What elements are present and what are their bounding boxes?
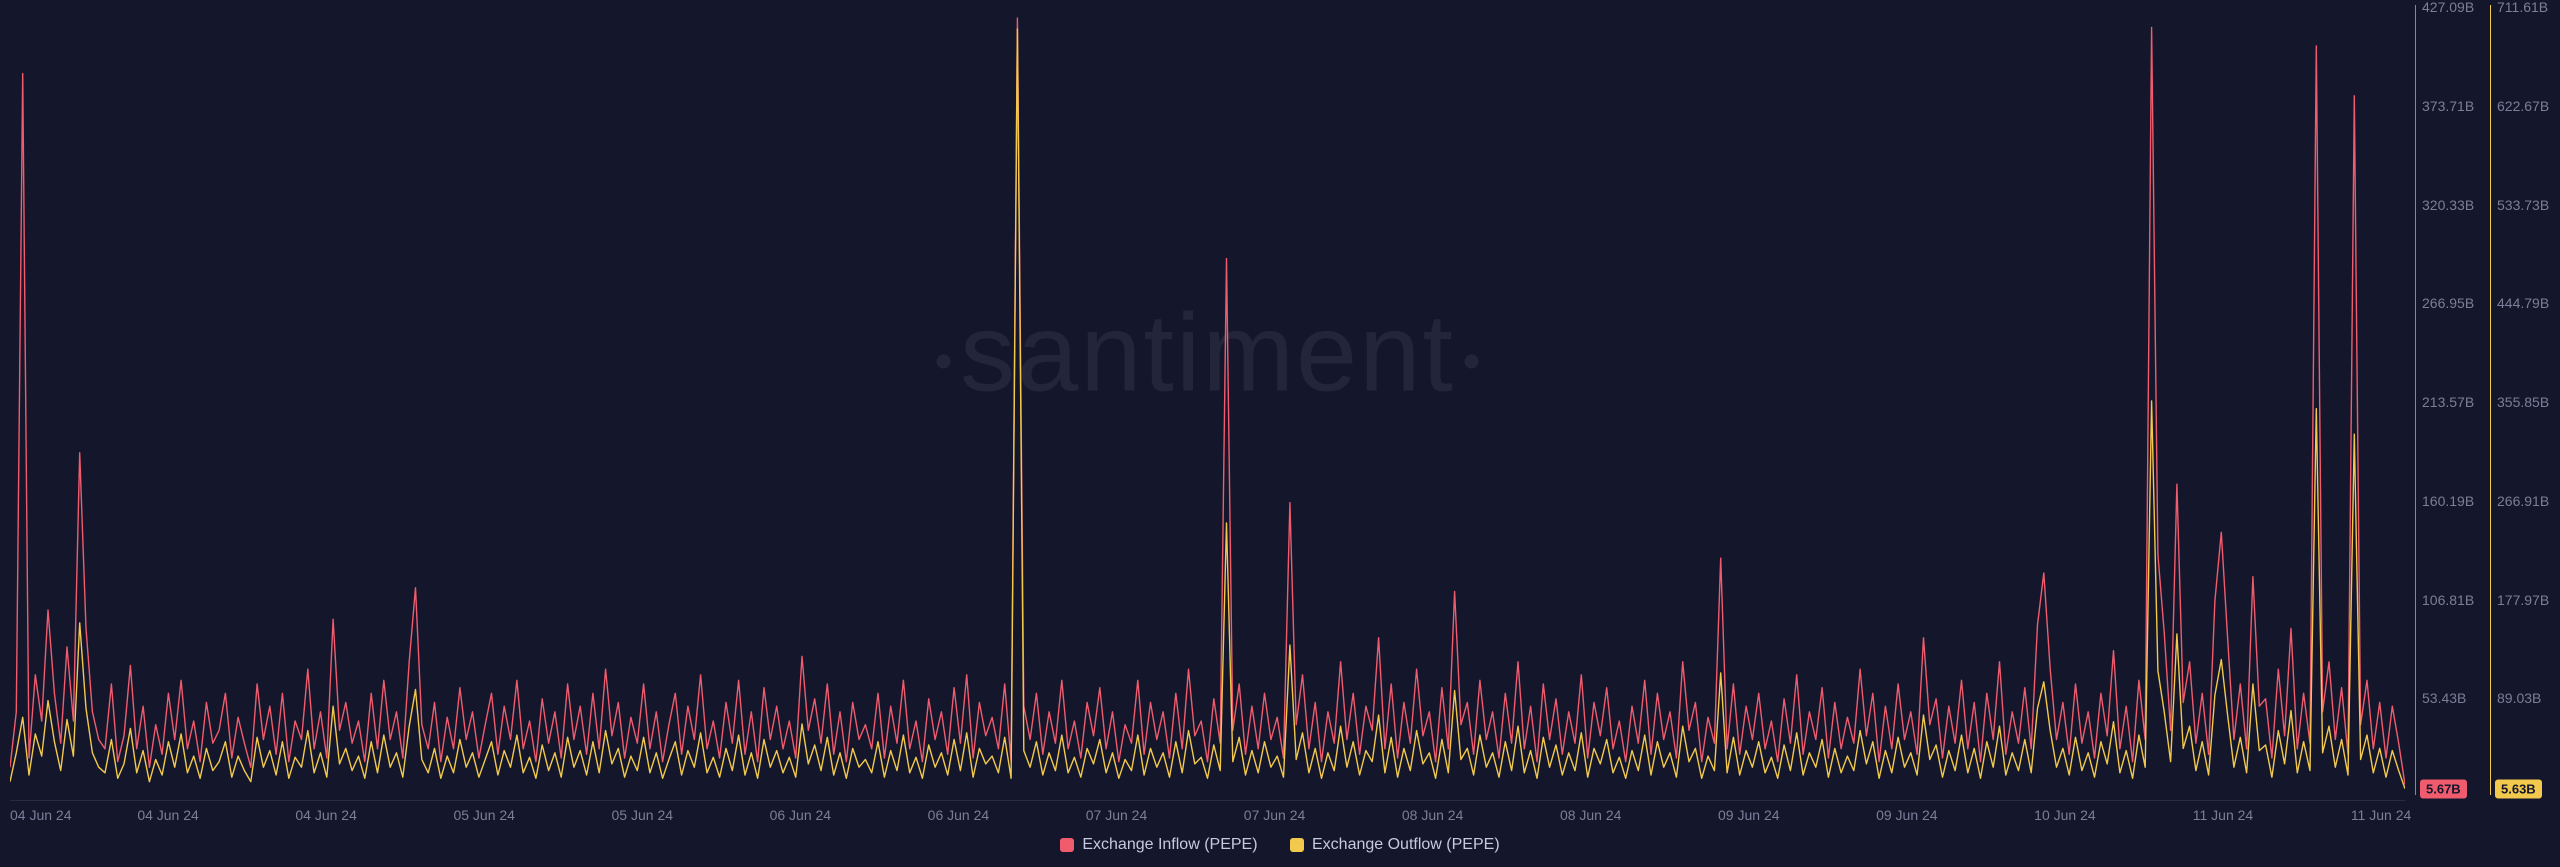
y-tick: 106.81B (2422, 592, 2474, 608)
series-outflow (10, 29, 2405, 789)
x-tick: 05 Jun 24 (612, 807, 674, 823)
x-tick: 04 Jun 24 (10, 807, 72, 823)
legend-swatch-inflow (1060, 838, 1074, 852)
y-tick: 444.79B (2497, 295, 2549, 311)
legend-item-inflow[interactable]: Exchange Inflow (PEPE) (1060, 836, 1257, 854)
x-tick: 11 Jun 24 (2351, 807, 2411, 823)
y-tick: 53.43B (2422, 690, 2466, 706)
y-tick: 266.91B (2497, 493, 2549, 509)
y-tick: 320.33B (2422, 197, 2474, 213)
y-current-badge: 5.63B (2495, 780, 2542, 799)
x-tick: 05 Jun 24 (453, 807, 515, 823)
y-tick: 355.85B (2497, 394, 2549, 410)
y-axis-inflow: 427.09B373.71B320.33B266.95B213.57B160.1… (2415, 5, 2485, 795)
series-inflow (10, 18, 2405, 784)
x-tick: 09 Jun 24 (1876, 807, 1938, 823)
x-tick: 04 Jun 24 (295, 807, 357, 823)
y-tick: 177.97B (2497, 592, 2549, 608)
y-axis-pair: 427.09B373.71B320.33B266.95B213.57B160.1… (2415, 5, 2560, 795)
x-tick: 08 Jun 24 (1402, 807, 1464, 823)
x-axis: 04 Jun 24 04 Jun 24 04 Jun 24 05 Jun 24 05 J… (10, 800, 2405, 828)
y-tick: 266.95B (2422, 295, 2474, 311)
plot-area[interactable]: santiment (10, 5, 2405, 795)
legend-item-outflow[interactable]: Exchange Outflow (PEPE) (1290, 836, 1500, 854)
x-tick: 07 Jun 24 (1086, 807, 1148, 823)
exchange-flow-chart: santiment 427.09B 373.71B 320.33B 266.95B 21… (0, 0, 2560, 867)
x-tick: 11 Jun 24 (2193, 807, 2253, 823)
y-tick: 160.19B (2422, 493, 2474, 509)
y-tick: 427.09B (2422, 0, 2474, 15)
x-tick: 04 Jun 24 (137, 807, 199, 823)
x-tick: 06 Jun 24 (928, 807, 990, 823)
x-tick: 06 Jun 24 (770, 807, 832, 823)
y-tick: 711.61B (2497, 0, 2548, 15)
y-tick: 213.57B (2422, 394, 2474, 410)
y-tick: 89.03B (2497, 690, 2541, 706)
chart-lines (10, 5, 2405, 795)
y-axis-outflow: 711.61B622.67B533.73B444.79B355.85B266.9… (2490, 5, 2560, 795)
x-tick: 08 Jun 24 (1560, 807, 1622, 823)
legend: Exchange Inflow (PEPE) Exchange Outflow … (0, 836, 2560, 857)
y-current-badge: 5.67B (2420, 780, 2467, 799)
legend-label: Exchange Inflow (PEPE) (1082, 836, 1257, 854)
x-tick: 07 Jun 24 (1244, 807, 1306, 823)
legend-label: Exchange Outflow (PEPE) (1312, 836, 1500, 854)
x-tick: 09 Jun 24 (1718, 807, 1780, 823)
y-tick: 373.71B (2422, 98, 2474, 114)
x-tick: 10 Jun 24 (2034, 807, 2096, 823)
legend-swatch-outflow (1290, 838, 1304, 852)
y-tick: 533.73B (2497, 197, 2549, 213)
y-tick: 622.67B (2497, 98, 2549, 114)
